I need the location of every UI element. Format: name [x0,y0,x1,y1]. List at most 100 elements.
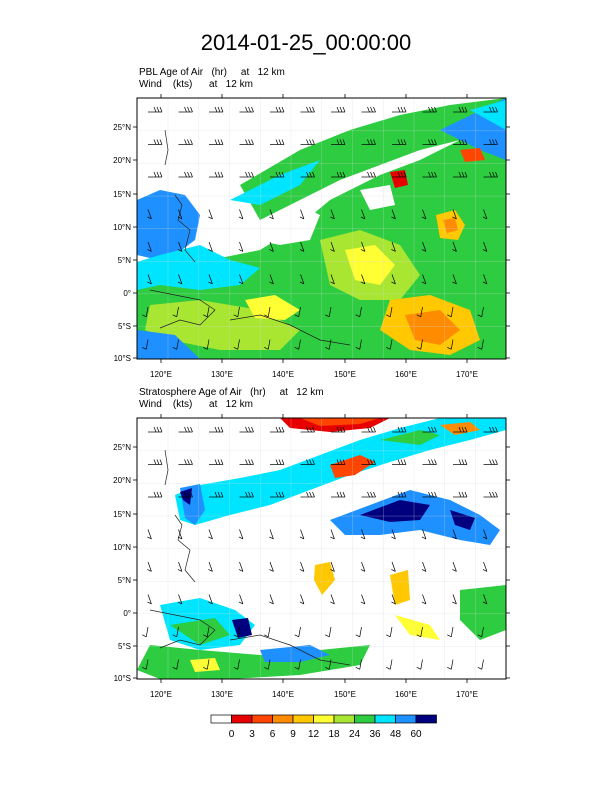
map-panel-pbl: 25°N 20°N 15°N 10°N 5°N 0° 5°S 10°S 120°E 130°E 14… [113,94,510,379]
wind-barb [267,339,271,350]
stratosphere-field [137,418,506,679]
wind-barb [178,529,183,540]
wind-barb [208,529,213,540]
pbl-field [137,98,506,359]
colorbar-label: 24 [349,729,361,740]
lat-label: 10°N [113,543,131,552]
wind-barb [145,626,149,637]
wind-barb [208,209,213,220]
wind-barb [452,209,457,220]
lat-label: 10°N [113,223,131,232]
lon-label: 140°E [272,690,294,699]
wind-barb [391,529,396,540]
lon-label: 150°E [334,690,356,699]
lon-label: 130°E [211,370,233,379]
wind-barb [420,659,423,670]
colorbar-label: 60 [410,729,422,740]
panel2-line2: Wind (kts) at 12 km [139,399,253,410]
wind-barb [422,529,427,540]
lat-label: 10°S [114,354,131,363]
wind-barb [389,339,393,350]
wind-barb [391,561,396,572]
wind-barb [483,241,488,252]
wind-barb [269,561,274,572]
wind-barb [208,594,213,605]
wind-barb [328,306,332,317]
lon-label: 160°E [395,690,417,699]
wind-barb [147,209,152,220]
lat-label: 5°N [118,256,132,265]
wind-barb [361,241,366,252]
wind-barb [330,241,335,252]
wind-barb [300,561,305,572]
colorbar-box [374,714,396,724]
wind-barb [452,529,457,540]
wind-barb [481,659,484,670]
colorbar-boxes [210,714,437,724]
wind-barb [359,339,362,350]
wind-barb [452,561,457,572]
lon-label: 130°E [211,690,233,699]
wind-barb [328,659,332,670]
wind-barb [328,339,332,350]
wind-barb [239,274,244,285]
panel1-line1: PBL Age of Air (hr) at 12 km [139,67,285,78]
wind-barb [239,529,244,540]
plot-title: 2014-01-25_00:00:00 [200,30,412,55]
wind-barb [389,659,393,670]
lon-label: 170°E [456,690,478,699]
colorbar-box [272,714,294,724]
wind-barb [178,561,183,572]
wind-barb [300,274,305,285]
wind-barb [422,241,427,252]
lat-label: 15°N [113,510,131,519]
colorbar-box [333,714,355,724]
colorbar-labels: 0 3 6 9 12 18 24 36 48 60 [229,729,422,740]
wind-barb [176,659,179,670]
wind-barb [481,626,484,637]
wind-barb [269,529,274,540]
wind-barb [483,529,488,540]
wind-barb [361,529,366,540]
wind-barb [239,241,244,252]
wind-barb [298,339,301,350]
wind-barb [298,626,301,637]
wind-barb [206,306,210,317]
wind-barb [359,306,362,317]
wind-barb [178,274,183,285]
lon-label: 150°E [334,370,356,379]
colorbar-label: 0 [229,729,235,740]
panel2-line1: Stratosphere Age of Air (hr) at 12 km [139,387,324,398]
wind-barb [239,561,244,572]
wind-barb [422,209,427,220]
wind-barb [176,626,179,637]
wind-barb [420,626,423,637]
wind-barb [361,209,366,220]
wind-barb [176,339,179,350]
wind-barb [267,306,271,317]
colorbar-box [354,714,376,724]
panel2-wind-barbs [142,426,498,670]
wind-barb [239,594,244,605]
lat-label: 20°N [113,156,131,165]
wind-barb [269,594,274,605]
lon-label: 140°E [272,370,294,379]
wind-barb [330,561,335,572]
lat-label: 0° [123,609,131,618]
wind-barb [145,306,149,317]
wind-barb [391,594,396,605]
colorbar-label: 6 [270,729,276,740]
wind-barb [391,241,396,252]
lat-label: 20°N [113,476,131,485]
colorbar-label: 18 [328,729,340,740]
wind-barb [422,594,427,605]
colorbar-box [231,714,253,724]
wind-barb [391,274,396,285]
wind-barb [206,659,210,670]
wind-barb [391,209,396,220]
wind-barb [147,594,152,605]
wind-barb [328,626,332,637]
colorbar-label: 36 [369,729,381,740]
lat-label: 5°S [118,322,131,331]
wind-barb [483,594,488,605]
